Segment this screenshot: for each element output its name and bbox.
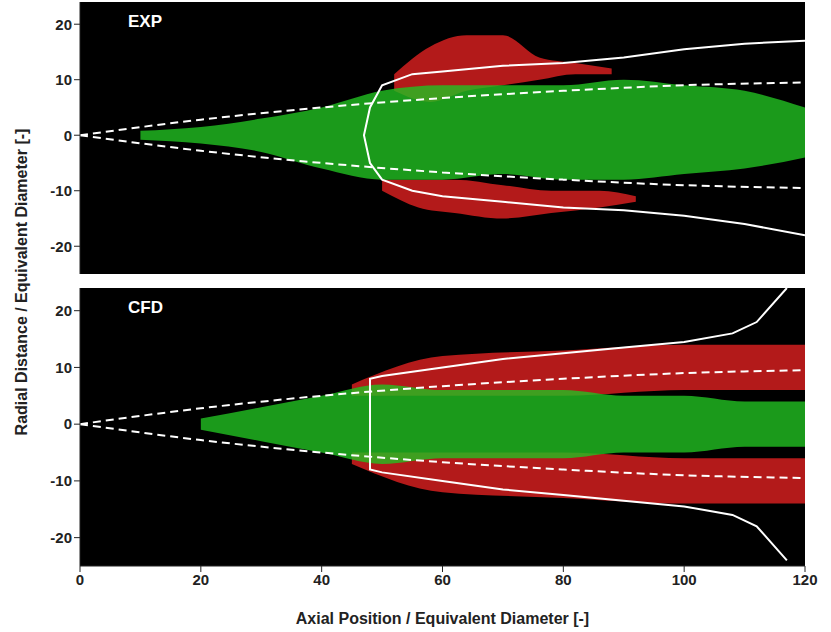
svg-text:0: 0 bbox=[76, 571, 84, 588]
html-text:CFD: CFD bbox=[128, 298, 163, 317]
svg-text:0: 0 bbox=[64, 415, 72, 432]
svg-text:-20: -20 bbox=[50, 238, 72, 255]
svg-text:0: 0 bbox=[64, 127, 72, 144]
svg-text:20: 20 bbox=[55, 16, 72, 33]
svg-text:80: 80 bbox=[555, 571, 572, 588]
html-text:Radial Distance / Equivalent D: Radial Distance / Equivalent Diameter [-… bbox=[13, 128, 30, 436]
svg-text:120: 120 bbox=[792, 571, 817, 588]
svg-text:-20: -20 bbox=[50, 529, 72, 546]
svg-text:-10: -10 bbox=[50, 182, 72, 199]
svg-text:-10: -10 bbox=[50, 472, 72, 489]
svg-text:20: 20 bbox=[55, 302, 72, 319]
svg-text:100: 100 bbox=[672, 571, 697, 588]
html-text:EXP: EXP bbox=[128, 12, 162, 31]
svg-text:10: 10 bbox=[55, 71, 72, 88]
svg-text:40: 40 bbox=[313, 571, 330, 588]
svg-text:10: 10 bbox=[55, 359, 72, 376]
svg-text:60: 60 bbox=[434, 571, 451, 588]
svg-text:Axial Position / Equivalent Di: Axial Position / Equivalent Diameter [-] bbox=[296, 610, 589, 627]
svg-text:20: 20 bbox=[192, 571, 209, 588]
